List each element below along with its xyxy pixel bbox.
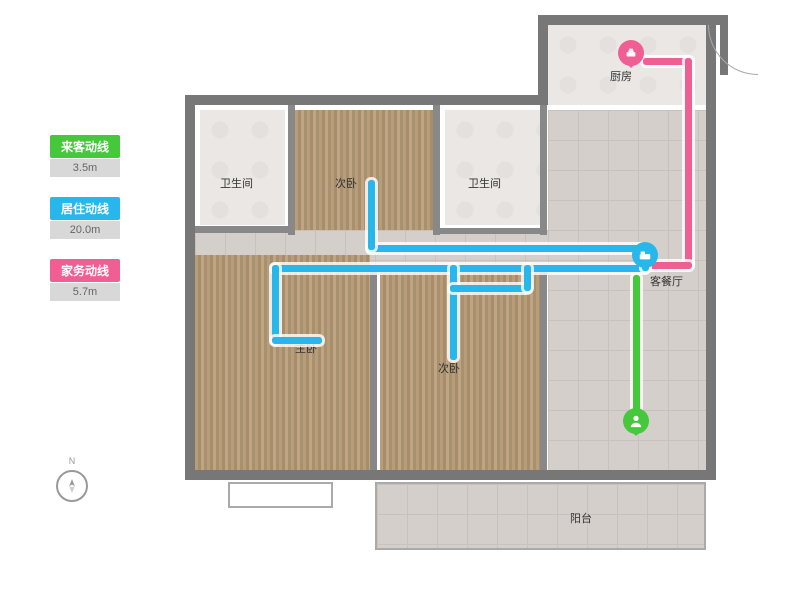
wall: [288, 105, 295, 235]
living-line: [272, 337, 322, 344]
wall: [540, 265, 547, 470]
wall: [538, 15, 548, 105]
room-bed1: [295, 110, 433, 235]
living-line: [368, 245, 648, 252]
chore-pin-icon: [618, 40, 644, 66]
floorplan: 厨房 卫生间 卫生间 次卧 主卧 次卧 客餐厅 阳台: [150, 10, 740, 570]
room-bath2: [445, 110, 540, 225]
balcony-small: [228, 482, 333, 508]
guest-pin-icon: [623, 408, 649, 434]
guest-line: [633, 275, 640, 415]
wall: [706, 15, 716, 480]
room-master: [195, 255, 370, 470]
legend-item-chore: 家务动线 5.7m: [50, 259, 120, 301]
label-bed1: 次卧: [335, 175, 357, 191]
legend-label: 家务动线: [50, 259, 120, 282]
legend-value: 5.7m: [50, 283, 120, 301]
room-bed2: [380, 270, 540, 470]
legend-item-guest: 来客动线 3.5m: [50, 135, 120, 177]
legend-label: 居住动线: [50, 197, 120, 220]
compass-circle: [56, 470, 88, 502]
wall: [540, 105, 547, 235]
living-line: [450, 285, 530, 292]
wall: [433, 105, 440, 235]
wall: [185, 470, 715, 480]
label-bath1: 卫生间: [220, 175, 253, 191]
wall: [195, 226, 295, 233]
room-bath1: [200, 110, 285, 225]
chore-line: [643, 58, 691, 65]
wall: [538, 15, 716, 25]
compass-label: N: [69, 456, 76, 466]
label-living: 客餐厅: [650, 273, 683, 289]
wall: [185, 95, 195, 480]
living-line: [450, 265, 457, 360]
living-line: [368, 180, 375, 250]
label-bed2: 次卧: [438, 360, 460, 376]
living-pin-icon: [632, 242, 658, 268]
living-line: [272, 265, 648, 272]
wall: [370, 265, 377, 470]
label-balcony: 阳台: [570, 510, 592, 526]
wall: [440, 228, 540, 234]
compass-icon: N: [56, 470, 88, 502]
legend-value: 3.5m: [50, 159, 120, 177]
living-line: [272, 265, 279, 343]
living-line: [524, 265, 531, 291]
legend-value: 20.0m: [50, 221, 120, 239]
label-bath2: 卫生间: [468, 175, 501, 191]
legend-panel: 来客动线 3.5m 居住动线 20.0m 家务动线 5.7m: [50, 135, 120, 321]
chore-line: [685, 58, 692, 268]
legend-label: 来客动线: [50, 135, 120, 158]
room-balcony: [375, 482, 706, 550]
legend-item-living: 居住动线 20.0m: [50, 197, 120, 239]
